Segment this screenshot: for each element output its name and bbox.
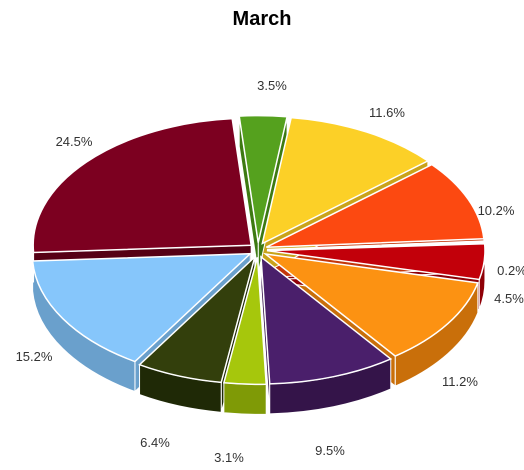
pie-slice-4 <box>266 242 486 281</box>
slice-label-9: 15.2% <box>16 349 53 364</box>
pie-slice-2 <box>265 163 485 248</box>
slice-label-8: 6.4% <box>140 435 170 450</box>
pie-slice-1 <box>261 116 430 245</box>
slice-label-2: 10.2% <box>478 203 515 218</box>
slice-label-6: 9.5% <box>315 443 345 458</box>
pie-slice-3 <box>266 240 486 251</box>
chart-title: March <box>232 8 292 30</box>
pie-slice-0 <box>238 114 289 243</box>
slice-label-5: 11.2% <box>442 374 478 389</box>
slice-label-3: 0.2% <box>497 263 524 278</box>
pie-slice-5 <box>262 252 479 357</box>
slice-label-4: 4.5% <box>494 291 524 306</box>
pie-slice-8 <box>138 254 257 384</box>
slice-label-7: 3.1% <box>214 450 244 465</box>
slice-side-7 <box>223 382 267 415</box>
slice-label-1: 11.6% <box>369 105 405 120</box>
pie-slice-7 <box>222 257 268 386</box>
pie-tops <box>31 114 486 386</box>
slice-label-10: 24.5% <box>56 134 93 149</box>
slice-label-0: 3.5% <box>257 78 287 93</box>
pie-slice-10 <box>32 117 253 254</box>
pie-slice-9 <box>31 252 253 363</box>
pie-slice-6 <box>260 255 393 385</box>
pie-labels: 3.5% 11.6% 10.2% 0.2% 4.5% 11.2% 9.5% 3.1% 6.4% 1… <box>16 78 524 465</box>
